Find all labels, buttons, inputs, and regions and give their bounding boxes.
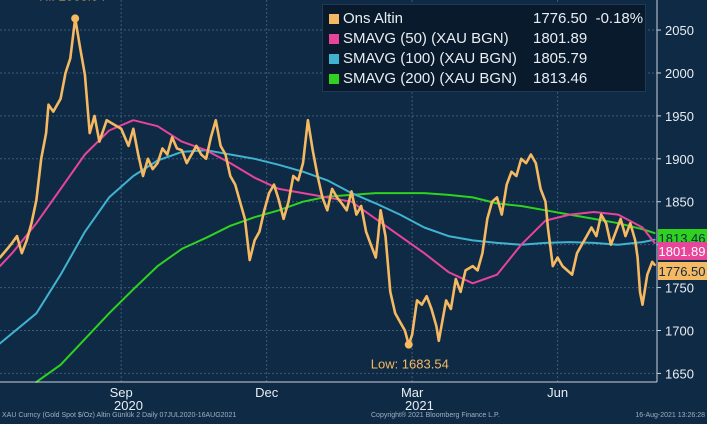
- y-tick-label: 2000: [665, 66, 694, 81]
- y-tick-label: 2050: [665, 23, 694, 38]
- footer-timestamp: 16-Aug-2021 13:26:28: [635, 412, 705, 419]
- x-tick-label: Dec: [255, 385, 279, 400]
- legend-label: SMAVG (200) (XAU BGN): [343, 70, 517, 87]
- legend-item-ons-altin: Ons Altin 1776.50 -0.18%: [329, 9, 643, 29]
- legend-value: 1813.46: [533, 70, 588, 87]
- y-tick-label: 1900: [665, 152, 694, 167]
- legend-last-value: 1776.50: [533, 10, 588, 27]
- last-value-tag-bg: [658, 262, 707, 280]
- x-year-label: 2020: [114, 398, 143, 413]
- legend-value: 1805.79: [533, 50, 588, 67]
- x-year-label: 2021: [405, 398, 434, 413]
- legend-label: Ons Altin: [343, 10, 404, 27]
- legend-swatch: [329, 74, 339, 84]
- series-line-ons-altin: [0, 17, 656, 346]
- y-tick-label: 1650: [665, 366, 694, 381]
- high-label: Hi: 2063.54: [39, 0, 106, 3]
- annotations: Hi: 2063.54 Low: 1683.54: [39, 0, 449, 372]
- footer-copyright: Copyright® 2021 Bloomberg Finance L.P.: [371, 412, 500, 419]
- legend-item-smavg-200: SMAVG (200) (XAU BGN) 1813.46: [329, 69, 587, 89]
- y-tick-label: 1850: [665, 195, 694, 210]
- legend: Ons Altin 1776.50 -0.18% SMAVG (50) (XAU…: [322, 4, 646, 92]
- legend-label: SMAVG (50) (XAU BGN): [343, 30, 509, 47]
- series-line-100-day-ma: [0, 149, 656, 345]
- legend-swatch: [329, 54, 339, 64]
- x-tick-label: Jun: [547, 385, 568, 400]
- x-tick-label: Sep: [110, 385, 133, 400]
- legend-change: -0.18%: [595, 10, 644, 27]
- legend-item-smavg-50: SMAVG (50) (XAU BGN) 1801.89: [329, 29, 587, 49]
- last-value-tag-bg: [658, 242, 707, 260]
- high-marker: [71, 14, 80, 23]
- legend-swatch: [329, 34, 339, 44]
- legend-swatch: [329, 14, 339, 24]
- x-tick-label: Mar: [401, 385, 424, 400]
- y-tick-label: 1750: [665, 281, 694, 296]
- series-lines: [0, 17, 656, 383]
- low-marker: [404, 340, 413, 349]
- y-tick-label: 1950: [665, 109, 694, 124]
- last-value-tag-text: 1776.50: [659, 264, 706, 279]
- legend-item-smavg-100: SMAVG (100) (XAU BGN) 1805.79: [329, 49, 587, 69]
- legend-value: 1801.89: [533, 30, 588, 47]
- last-value-tag-text: 1801.89: [659, 244, 706, 259]
- legend-label: SMAVG (100) (XAU BGN): [343, 50, 517, 67]
- legend-value: 1776.50 -0.18%: [533, 9, 643, 29]
- y-tick-label: 1700: [665, 323, 694, 338]
- footer-security-info: XAU Curncy (Gold Spot $/Oz) Altin Günlük…: [2, 412, 237, 419]
- low-label: Low: 1683.54: [371, 357, 449, 372]
